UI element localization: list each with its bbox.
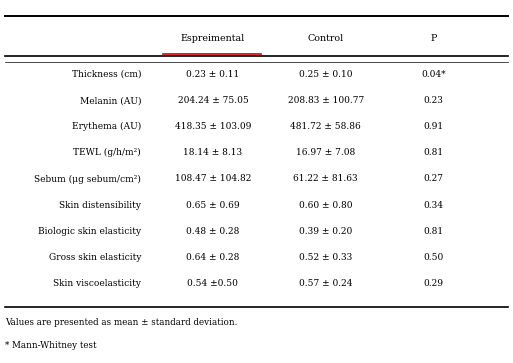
Text: 0.54 ±0.50: 0.54 ±0.50	[187, 279, 239, 288]
Text: 0.60 ± 0.80: 0.60 ± 0.80	[299, 201, 352, 209]
Text: Biologic skin elasticity: Biologic skin elasticity	[38, 227, 141, 236]
Text: Gross skin elasticity: Gross skin elasticity	[49, 253, 141, 262]
Text: 0.48 ± 0.28: 0.48 ± 0.28	[186, 227, 240, 236]
Text: 16.97 ± 7.08: 16.97 ± 7.08	[296, 148, 356, 157]
Text: Thickness (cm): Thickness (cm)	[72, 70, 141, 79]
Text: 0.27: 0.27	[424, 175, 443, 183]
Text: Values are presented as mean ± standard deviation.: Values are presented as mean ± standard …	[5, 318, 238, 327]
Text: 0.29: 0.29	[424, 279, 443, 288]
Text: 0.65 ± 0.69: 0.65 ± 0.69	[186, 201, 240, 209]
Text: 0.04*: 0.04*	[421, 70, 446, 79]
Text: 0.91: 0.91	[423, 122, 444, 131]
Text: 61.22 ± 81.63: 61.22 ± 81.63	[293, 175, 358, 183]
Text: 0.50: 0.50	[423, 253, 444, 262]
Text: 18.14 ± 8.13: 18.14 ± 8.13	[183, 148, 243, 157]
Text: Control: Control	[308, 34, 344, 42]
Text: P: P	[430, 34, 437, 42]
Text: Skin viscoelasticity: Skin viscoelasticity	[53, 279, 141, 288]
Text: 418.35 ± 103.09: 418.35 ± 103.09	[175, 122, 251, 131]
Text: Sebum (μg sebum/cm²): Sebum (μg sebum/cm²)	[34, 174, 141, 184]
Text: Melanin (AU): Melanin (AU)	[80, 96, 141, 105]
Text: 208.83 ± 100.77: 208.83 ± 100.77	[288, 96, 364, 105]
Text: 0.57 ± 0.24: 0.57 ± 0.24	[299, 279, 352, 288]
Text: 0.64 ± 0.28: 0.64 ± 0.28	[186, 253, 240, 262]
Text: 481.72 ± 58.86: 481.72 ± 58.86	[290, 122, 361, 131]
Text: Espreimental: Espreimental	[181, 34, 245, 42]
Text: 0.81: 0.81	[423, 148, 444, 157]
Text: * Mann-Whitney test: * Mann-Whitney test	[5, 341, 96, 350]
Text: 108.47 ± 104.82: 108.47 ± 104.82	[175, 175, 251, 183]
Text: 0.23: 0.23	[424, 96, 443, 105]
Text: 0.25 ± 0.10: 0.25 ± 0.10	[299, 70, 352, 79]
Text: 0.34: 0.34	[424, 201, 443, 209]
Text: 0.81: 0.81	[423, 227, 444, 236]
Text: 0.52 ± 0.33: 0.52 ± 0.33	[299, 253, 352, 262]
Text: 204.24 ± 75.05: 204.24 ± 75.05	[177, 96, 248, 105]
Text: 0.23 ± 0.11: 0.23 ± 0.11	[186, 70, 240, 79]
Text: Skin distensibility: Skin distensibility	[59, 201, 141, 209]
Text: Erythema (AU): Erythema (AU)	[72, 122, 141, 131]
Text: 0.39 ± 0.20: 0.39 ± 0.20	[299, 227, 352, 236]
Text: TEWL (g/h/m²): TEWL (g/h/m²)	[73, 148, 141, 158]
